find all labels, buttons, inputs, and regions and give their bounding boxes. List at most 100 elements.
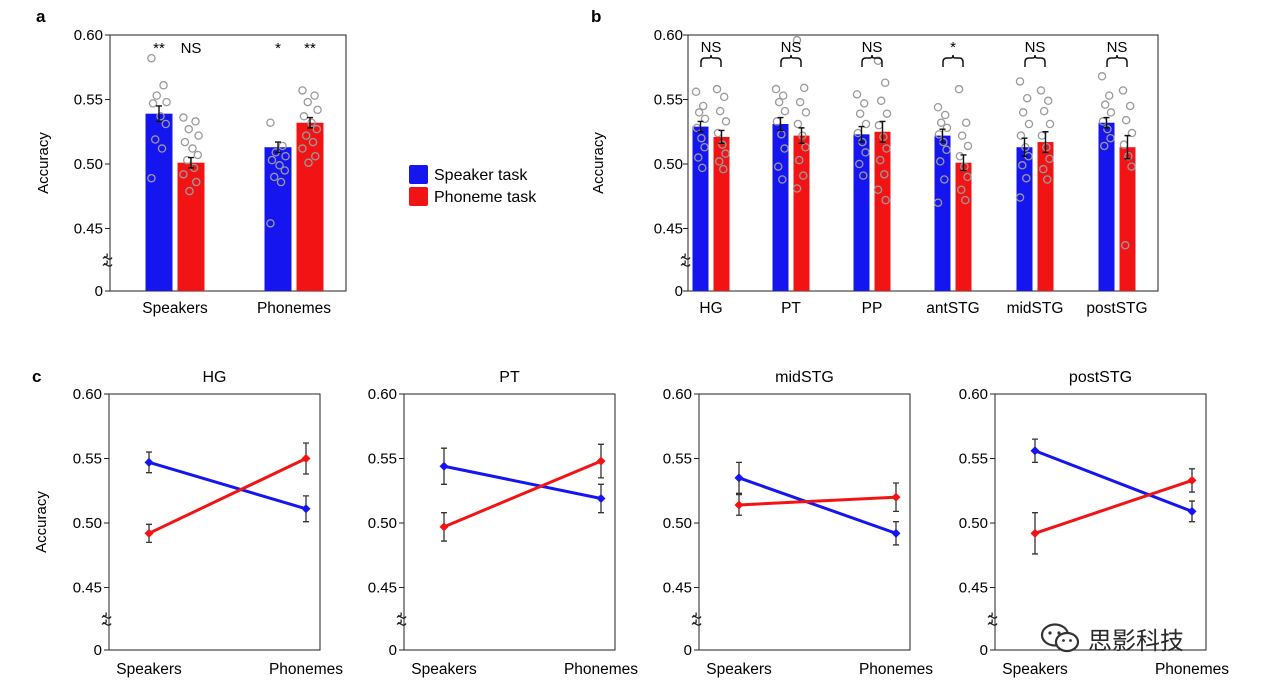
panel-c-axis-break-squiggle (101, 615, 112, 626)
panel-b-datapoint (772, 117, 782, 126)
panel-b-datapoint (1097, 72, 1107, 81)
panel-a-datapoint (152, 91, 161, 100)
panel-c-point-speaker (734, 473, 744, 483)
panel-b-errorbar (718, 129, 725, 145)
panel-a-datapoint (298, 86, 307, 95)
panel-b-datapoint (1043, 96, 1053, 106)
panel-c-line-speaker (1034, 449, 1193, 513)
panel-b-significance: NS (1107, 39, 1128, 56)
panel-a-significance: * (275, 40, 281, 57)
panel-b-ytick-label: 0.45 (654, 221, 683, 238)
panel-a-datapoint (184, 124, 193, 134)
panel-a: a 0.60 0.55 0.50 0.45 0 Speakers Phonemes ** NS… (35, 7, 347, 317)
panel-a-datapoint (278, 141, 287, 151)
panel-b-bar-midSTG-speaker (1016, 147, 1033, 291)
panel-a-datapoint (311, 152, 320, 161)
panel-b-datapoint (1127, 162, 1136, 171)
panel-a-datapoint (298, 144, 307, 153)
panel-a-ytick-label: 0.55 (74, 92, 103, 109)
panel-a-datapoint (159, 81, 168, 90)
panel-a-marks: Speakers Phonemes** NS * ** (142, 40, 331, 317)
panel-b-datapoint (882, 109, 892, 118)
panel-b-category-label: PT (781, 300, 801, 317)
panel-b-bar-PP-phoneme (874, 131, 891, 291)
panel-a-datapoint (147, 53, 156, 63)
panel-b-category-label: midSTG (1007, 300, 1064, 317)
panel-b-errorbar (697, 120, 704, 133)
panel-c-axis-break (397, 612, 402, 624)
panel-b: b 0.60 0.55 0.50 0.45 0 HG PT PP antSTG midSTG po… (590, 7, 1159, 317)
panel-c-subplot-title: PT (499, 369, 520, 386)
panel-a-datapoint (267, 155, 277, 165)
panel-b-errorbar (777, 116, 784, 132)
panel-c-ytick-label: 0 (389, 642, 397, 659)
panel-a-datapoint (161, 119, 171, 129)
panel-b-datapoint (957, 185, 966, 195)
panel-b-datapoint (874, 121, 884, 130)
panel-b-datapoint (957, 131, 967, 140)
panel-c-axis-break-squiggle (987, 615, 998, 626)
panel-b-comparison-bracket (861, 54, 883, 67)
panel-b-datapoint (1039, 106, 1049, 116)
panel-a-significance: NS (181, 40, 202, 57)
panel-c-point-phoneme (734, 500, 744, 510)
panel-b-bar-midSTG-phoneme (1037, 142, 1054, 291)
panel-b-bar-PT-speaker (772, 124, 789, 291)
panel-b-bar-HG-phoneme (713, 136, 730, 291)
panel-a-datapoint (157, 144, 167, 153)
panel-a-datapoint (192, 177, 201, 187)
panel-c-axis-break (692, 612, 697, 624)
panel-c-point-phoneme (1030, 528, 1040, 538)
panel-a-bar-Speakers-speaker (145, 113, 173, 291)
panel-c-point-phoneme (596, 456, 606, 466)
panel-b-comparison-bracket (1106, 54, 1128, 67)
panel-a-ylabel: Accuracy (35, 132, 52, 194)
panel-c-subplot-title: midSTG (775, 369, 834, 386)
panel-b-bar-HG-speaker (692, 126, 709, 291)
panel-b-datapoint (771, 84, 781, 94)
panel-a-ytick-label: 0.60 (74, 27, 103, 44)
panel-c-ytick-label: 0.60 (368, 386, 397, 403)
panel-c-ytick-label: 0.55 (368, 451, 397, 468)
panel-b-datapoint (1016, 131, 1026, 140)
panel-c-letter: c (32, 367, 41, 386)
panel-b-errorbar (879, 120, 886, 143)
legend-phoneme-swatch (409, 187, 428, 206)
panel-b-bar-postSTG-speaker (1098, 122, 1115, 291)
panel-b-datapoint (963, 141, 973, 151)
panel-b-datapoint (778, 175, 787, 184)
panel-c-line-phoneme (443, 459, 602, 529)
panel-b-significance: NS (1025, 39, 1046, 56)
panel-c-line-speaker (738, 476, 897, 535)
panel-c-ytick-label: 0.55 (959, 451, 988, 468)
panel-a-datapoint (193, 150, 203, 160)
wechat-icon (1040, 623, 1080, 653)
panel-b-datapoint (879, 132, 888, 142)
panel-b-datapoint (719, 92, 729, 102)
panel-c-point-phoneme (301, 454, 311, 463)
panel-b-datapoint (799, 171, 808, 180)
panel-c-subplot-title: postSTG (1069, 369, 1132, 386)
panel-c-point-phoneme (891, 492, 901, 502)
panel-c-axis-break (988, 612, 993, 624)
panel-b-datapoint (961, 195, 970, 205)
panel-c-point-speaker (301, 504, 311, 514)
panel-a-datapoint (185, 186, 194, 196)
panel-a-datapoint (266, 219, 275, 228)
panel-b-datapoint (795, 155, 804, 165)
panel-b-datapoint (700, 142, 709, 152)
panel-a-datapoint (147, 173, 156, 183)
panel-b-ytick-label: 0 (675, 283, 683, 300)
panel-b-datapoint (793, 119, 803, 129)
panel-c-point-speaker (1030, 446, 1040, 456)
panel-b-datapoint (1021, 142, 1030, 152)
panel-a-datapoint (269, 172, 279, 182)
panel-b-significance: * (950, 39, 956, 56)
panel-b-ytick-label: 0.55 (654, 92, 683, 109)
panel-c-line-speaker (148, 460, 307, 511)
panel-b-datapoint (799, 83, 809, 93)
panel-c-axis-break-squiggle (396, 615, 407, 626)
panel-c-ylabel: Accuracy (33, 491, 50, 553)
panel-b-datapoint (861, 119, 871, 129)
panel-c-x-label: Phonemes (859, 661, 933, 678)
